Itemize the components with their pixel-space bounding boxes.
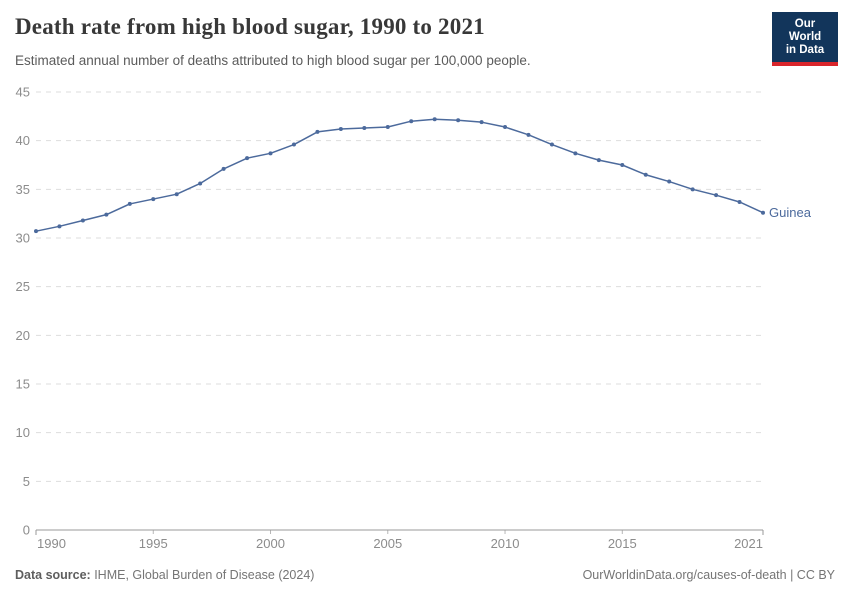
data-point xyxy=(456,118,461,123)
data-point xyxy=(338,126,343,131)
data-point xyxy=(737,199,742,204)
owid-logo-line1: Our World xyxy=(788,18,822,43)
data-source: Data source: IHME, Global Burden of Dise… xyxy=(15,568,314,582)
x-tick-label: 2000 xyxy=(256,536,285,551)
chart-subtitle: Estimated annual number of deaths attrib… xyxy=(15,53,531,68)
data-point xyxy=(526,132,531,137)
data-point xyxy=(362,126,367,131)
data-point xyxy=(479,120,484,125)
y-tick-label: 0 xyxy=(23,523,30,538)
series-end-label: Guinea xyxy=(769,205,812,220)
data-point xyxy=(573,151,578,156)
x-tick-label: 2015 xyxy=(608,536,637,551)
data-point xyxy=(57,224,62,229)
data-point xyxy=(667,179,672,184)
y-tick-label: 25 xyxy=(16,279,30,294)
series-line xyxy=(35,118,764,232)
x-tick-label: 2005 xyxy=(373,536,402,551)
x-tick-label: 1990 xyxy=(37,536,66,551)
page-title: Death rate from high blood sugar, 1990 t… xyxy=(15,14,485,39)
data-point xyxy=(714,193,719,198)
data-point xyxy=(690,187,695,192)
x-tick-label: 2021 xyxy=(734,536,763,551)
y-tick-label: 40 xyxy=(16,133,30,148)
y-tick-label: 35 xyxy=(16,182,30,197)
data-point xyxy=(549,142,554,147)
attribution: OurWorldinData.org/causes-of-death | CC … xyxy=(582,568,835,582)
data-point xyxy=(268,151,273,156)
data-point xyxy=(385,125,390,130)
owid-logo-line2: in Data xyxy=(785,44,825,56)
data-point xyxy=(151,197,156,202)
owid-logo[interactable]: Our World in Data xyxy=(772,12,838,66)
y-tick-label: 10 xyxy=(16,425,30,440)
y-tick-label: 30 xyxy=(16,231,30,246)
data-point xyxy=(104,212,109,217)
data-point xyxy=(245,156,250,161)
data-point xyxy=(174,192,179,197)
data-point xyxy=(80,218,85,223)
data-point xyxy=(198,181,203,186)
data-point xyxy=(221,166,226,171)
data-point xyxy=(127,201,132,206)
line-chart: 0 5 10 15 20 25 30 35 40 45 1990 1995 2000 2005 2010 20… xyxy=(16,85,812,552)
data-point xyxy=(432,117,437,122)
data-point xyxy=(596,158,601,163)
data-point xyxy=(620,163,625,167)
data-point xyxy=(315,129,320,134)
y-tick-label: 20 xyxy=(16,328,30,343)
data-source-label: Data source: xyxy=(15,568,91,582)
data-point xyxy=(761,210,765,215)
x-tick-label: 1995 xyxy=(139,536,168,551)
data-point xyxy=(34,229,38,234)
data-point xyxy=(643,172,648,177)
x-tick-label: 2010 xyxy=(491,536,520,551)
y-tick-label: 45 xyxy=(16,85,30,100)
data-point xyxy=(291,142,296,147)
y-tick-label: 5 xyxy=(23,474,30,489)
data-point xyxy=(503,125,508,130)
chart-footer: Data source: IHME, Global Burden of Dise… xyxy=(15,568,835,582)
data-point xyxy=(409,119,414,124)
data-source-text: IHME, Global Burden of Disease (2024) xyxy=(90,568,315,582)
y-tick-label: 15 xyxy=(16,377,30,392)
